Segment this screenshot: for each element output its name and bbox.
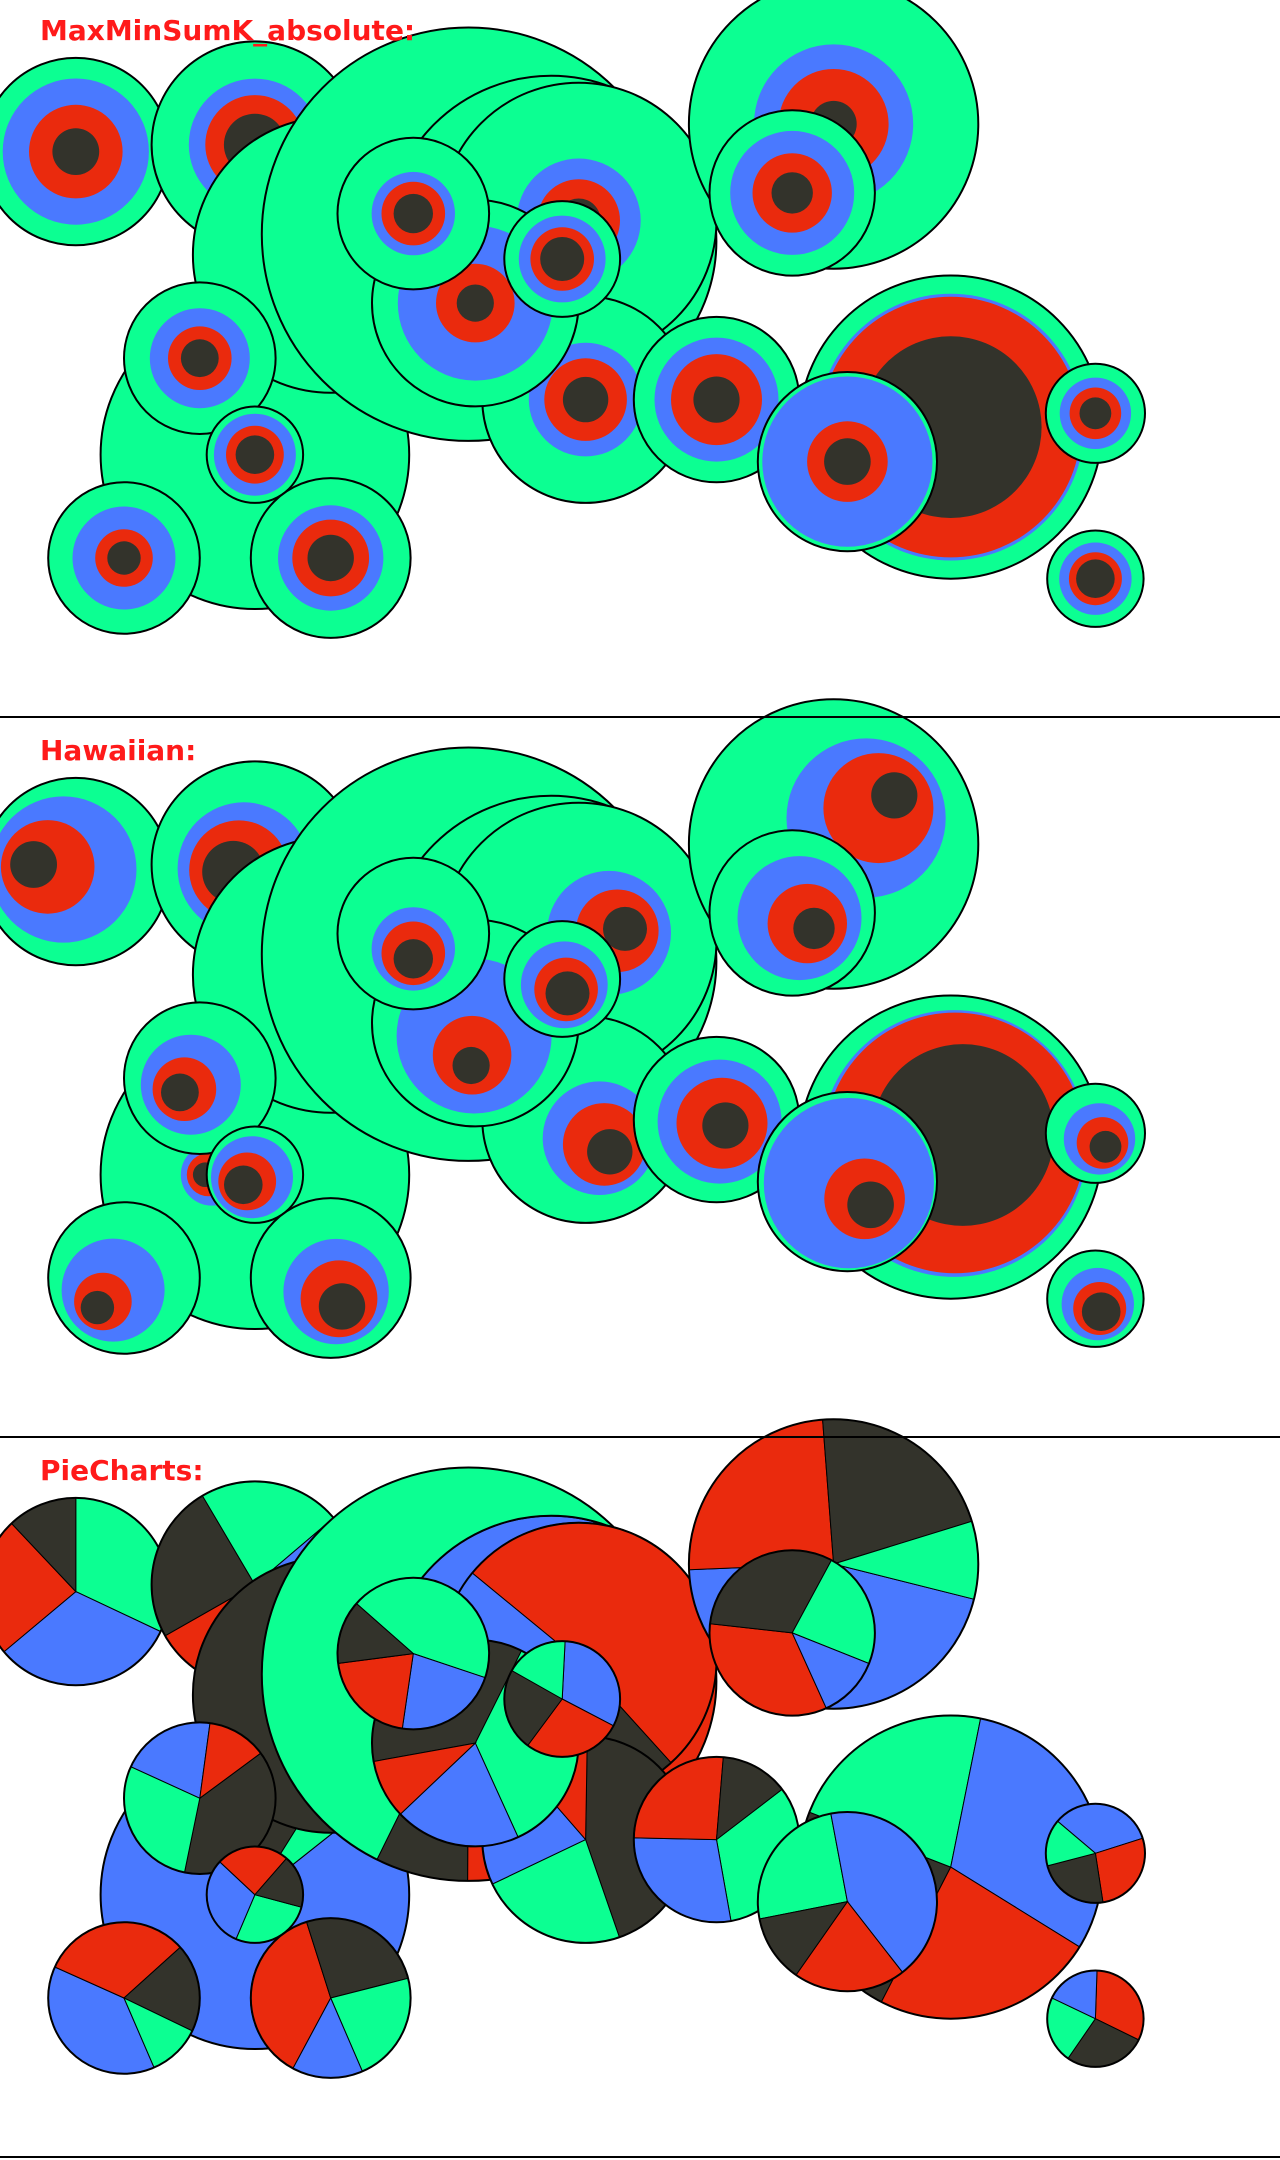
glyph-core [161,1073,199,1112]
glyph-core [603,906,647,951]
glyph-core [456,284,494,322]
glyph-core [235,435,275,475]
glyph-core [702,1102,749,1149]
glyph-core [107,541,141,575]
glyph-core [540,237,585,281]
panel-title-hawaiian: Hawaiian: [40,734,196,767]
panel-title-maxminsumk: MaxMinSumK_absolute: [40,14,415,47]
glyph-core [1089,1130,1122,1163]
glyph-core [10,841,58,888]
pie-outline [687,1418,980,1710]
pie-outline [1044,1802,1147,1904]
glyph-core [1081,1292,1121,1331]
pie-outline [249,1917,412,2079]
pie-outline [756,1811,939,1993]
panel-piecharts [0,1418,1147,2079]
glyph-core [693,376,740,423]
pie-wedge [688,1419,835,1571]
glyph-core [80,1290,115,1325]
glyph-core [393,939,433,979]
panel-maxminsumk [0,0,1147,639]
glyph-core [824,438,871,485]
glyph-core [562,376,609,423]
glyph-core [180,339,219,378]
glyph-core [587,1129,633,1175]
glyph-core [871,772,918,819]
glyph-core [224,1165,263,1205]
glyph-core [1079,397,1112,430]
pie-outline [708,1549,876,1717]
pie-outline [47,1921,201,2075]
glyph-core [771,172,813,214]
glyph-core [1076,559,1115,598]
glyph-core [307,534,354,582]
pie-outline [123,1721,277,1875]
pie-outline [1046,1969,1145,2068]
glyph-core [52,128,100,176]
glyph-core [452,1046,490,1085]
pie-outline [503,1640,622,1758]
glyph-core [393,193,433,234]
glyph-core [793,907,835,950]
panel-hawaiian [0,698,1147,1359]
glyph-core [545,971,590,1016]
panel-title-piecharts: PieCharts: [40,1454,204,1487]
glyph-core [847,1181,894,1229]
glyph-core [318,1283,366,1330]
pie-outline [205,1845,305,1944]
pie-outline [336,1576,491,1731]
